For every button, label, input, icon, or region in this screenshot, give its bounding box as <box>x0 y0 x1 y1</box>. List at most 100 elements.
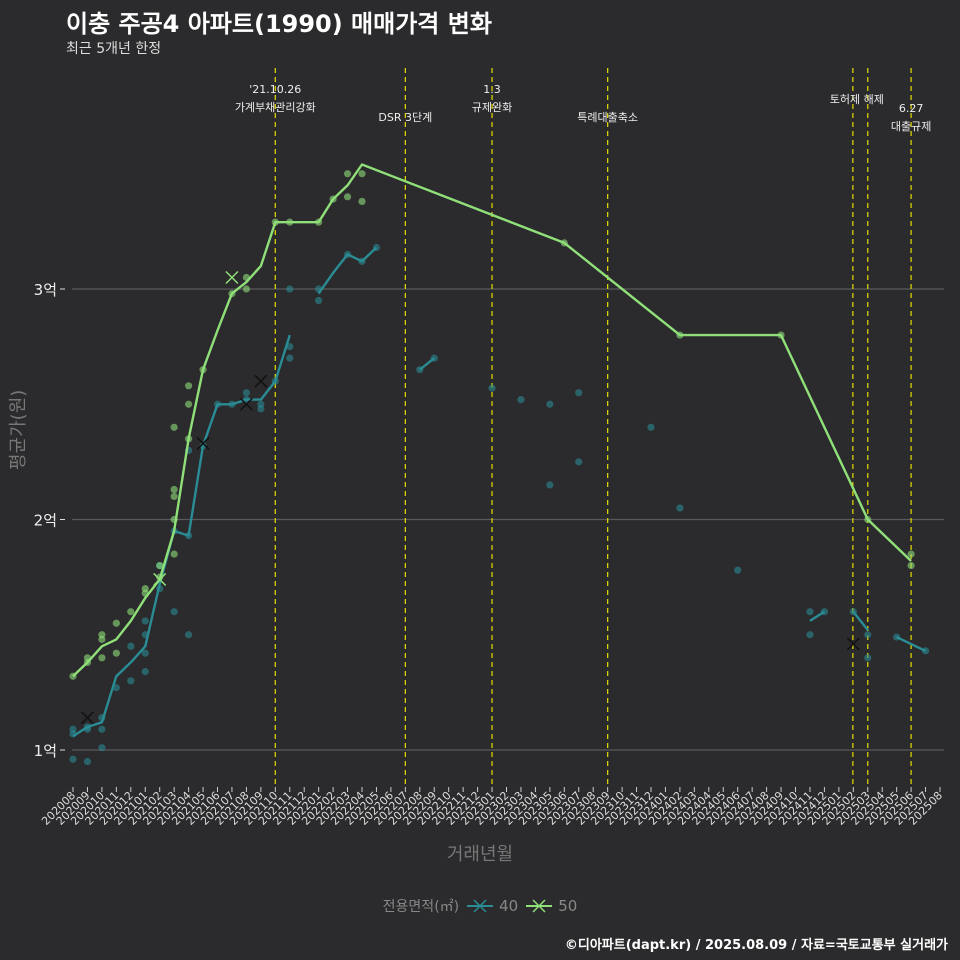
data-point-40 <box>83 757 92 766</box>
data-point-50 <box>98 631 106 639</box>
series-line-40 <box>72 334 291 738</box>
data-point-40 <box>141 649 149 657</box>
data-point-40 <box>575 458 583 466</box>
data-point-40 <box>546 481 554 489</box>
cross-marker-40 <box>196 436 210 450</box>
series-line-40 <box>419 357 436 371</box>
data-point-40 <box>257 400 265 408</box>
policy-lines <box>274 68 912 787</box>
data-point-40 <box>127 677 135 685</box>
data-point-40 <box>185 631 193 639</box>
policy-annotation: 대출규제 <box>891 120 931 133</box>
data-point-40 <box>864 631 872 639</box>
policy-annotation: 1.3 <box>483 83 501 96</box>
data-point-40 <box>864 654 872 662</box>
data-point-50 <box>112 619 120 627</box>
cross-marker-40 <box>254 374 268 388</box>
series-line-40 <box>896 636 927 652</box>
data-point-40 <box>242 389 250 397</box>
policy-annotation: '21.10.26 <box>249 83 301 96</box>
x-axis-label: 거래년월 <box>446 844 514 865</box>
data-point-40 <box>127 642 135 650</box>
data-point-40 <box>170 608 178 616</box>
data-point-50 <box>242 285 250 293</box>
data-point-50 <box>170 485 178 494</box>
data-point-40 <box>546 400 554 408</box>
data-point-40 <box>315 296 323 305</box>
cross-marker-40 <box>846 637 860 651</box>
legend-item-40: 40 <box>467 897 518 915</box>
cross-stroke <box>153 572 167 586</box>
series-line-40 <box>317 246 378 295</box>
legend-label-40: 40 <box>499 897 519 915</box>
policy-annotation: 6.27 <box>899 102 924 115</box>
data-point-40 <box>806 631 814 639</box>
data-point-50 <box>170 550 178 558</box>
data-point-40 <box>517 396 525 404</box>
data-point-50 <box>156 562 164 570</box>
cross-stroke <box>846 637 860 651</box>
x-axis-ticks: 2020082020092020102020112020122021012021… <box>39 787 945 828</box>
cross-stroke <box>225 270 239 285</box>
y-tick-label: 1억 <box>34 742 57 760</box>
policy-annotation: DSR 3단계 <box>378 111 432 124</box>
data-point-50 <box>358 197 366 206</box>
data-point-40 <box>141 668 149 676</box>
data-point-50 <box>112 649 120 657</box>
data-point-50 <box>358 170 366 178</box>
data-point-40 <box>286 285 294 293</box>
data-point-50 <box>907 562 915 570</box>
cross-stroke <box>254 374 268 388</box>
data-point-40 <box>488 384 496 392</box>
y-axis-ticks: 1억 2억 3억 <box>34 281 65 760</box>
policy-annotation: 규제완화 <box>472 101 512 114</box>
legend-label-50: 50 <box>558 897 578 915</box>
legend: 전용면적(㎡) 40 50 <box>0 896 960 916</box>
cross-marker-40 <box>239 397 253 411</box>
legend-item-50: 50 <box>526 897 577 915</box>
legend-40-icon <box>467 899 494 913</box>
data-point-50 <box>185 382 193 390</box>
data-point-50 <box>127 608 135 616</box>
data-point-40 <box>69 725 77 733</box>
cross-marker-50 <box>225 270 239 285</box>
data-point-40 <box>676 504 684 512</box>
data-point-50 <box>907 550 915 558</box>
series-line-40 <box>852 610 869 631</box>
legend-title: 전용면적(㎡) <box>382 899 460 915</box>
data-point-40 <box>806 608 814 616</box>
legend-50-icon <box>526 899 553 913</box>
chart-title: 이충 주공4 아파트(1990) 매매가격 변화 <box>66 10 492 38</box>
y-axis-label: 평균가(원) <box>8 389 29 470</box>
data-point-40 <box>141 617 149 625</box>
cross-stroke <box>239 397 253 411</box>
y-tick-label: 2억 <box>34 512 57 530</box>
source-caption: ©디아파트(dapt.kr) / 2025.08.09 / 자료=국토교통부 실… <box>564 938 948 953</box>
cross-marker-50 <box>153 572 167 586</box>
data-point-50 <box>343 170 352 178</box>
data-point-40 <box>734 566 742 574</box>
policy-annotation: 가계부채관리강화 <box>235 101 316 114</box>
data-point-50 <box>170 492 178 501</box>
grid-lines <box>72 288 944 751</box>
policy-annotation: 토허제 해제 <box>830 92 884 106</box>
data-point-40 <box>98 744 106 752</box>
y-tick-label: 3억 <box>34 281 57 299</box>
data-point-40 <box>69 755 77 763</box>
data-point-40 <box>286 354 294 362</box>
data-point-40 <box>575 389 583 397</box>
policy-annotation: 특례대출축소 <box>577 111 638 124</box>
series-line-50 <box>72 163 912 678</box>
data-point-40 <box>98 725 106 733</box>
data-point-50 <box>185 400 193 408</box>
cross-stroke <box>80 711 94 725</box>
data-point-50 <box>141 585 149 593</box>
data-point-40 <box>112 684 120 692</box>
data-point-50 <box>343 193 352 201</box>
data-point-50 <box>98 654 106 662</box>
series-layer <box>69 163 930 766</box>
series-line-40 <box>809 610 826 622</box>
cross-stroke <box>196 436 210 450</box>
